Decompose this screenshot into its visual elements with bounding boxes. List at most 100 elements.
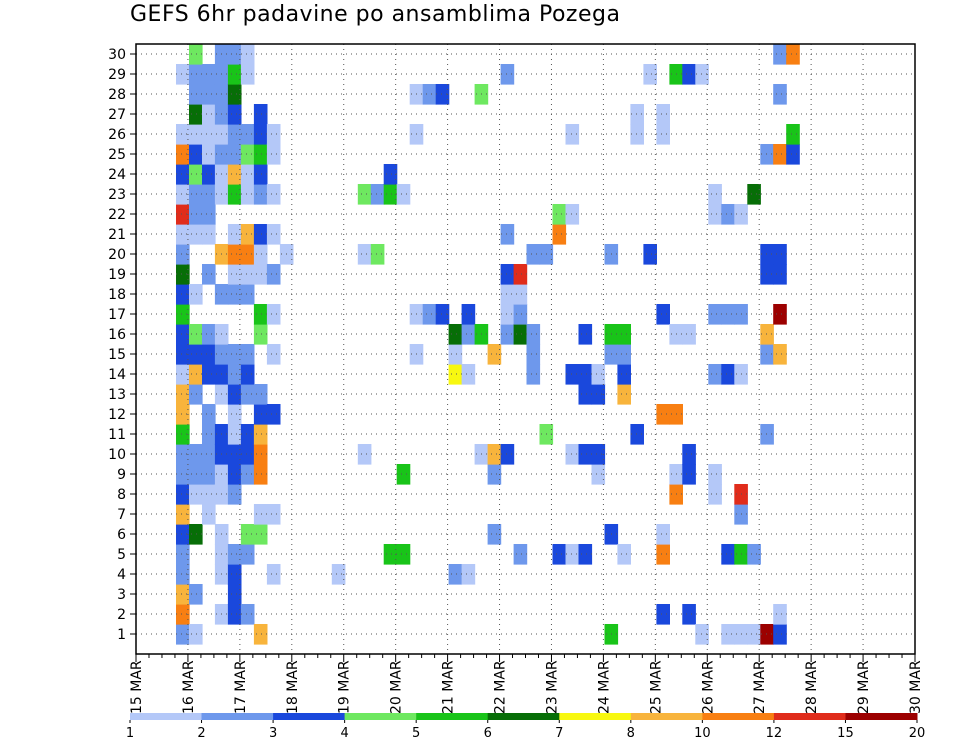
heatmap-cell — [189, 524, 203, 545]
heatmap-cell — [331, 564, 346, 585]
heatmap-cell — [227, 224, 242, 245]
heatmap-cell — [189, 324, 203, 345]
heatmap-cell — [396, 184, 411, 205]
y-tick-label: 30 — [108, 47, 126, 63]
heatmap-cell — [786, 124, 800, 145]
heatmap-cell — [500, 304, 515, 325]
heatmap-cell — [721, 204, 735, 225]
heatmap-cell — [708, 304, 722, 325]
heatmap-cell — [253, 264, 268, 285]
y-tick-label: 17 — [108, 307, 126, 323]
heatmap-cell — [500, 264, 515, 285]
heatmap-cell — [202, 464, 216, 485]
y-tick-label: 11 — [108, 427, 126, 443]
heatmap-cell — [435, 304, 450, 325]
heatmap-cell — [189, 284, 203, 305]
y-tick-label: 14 — [108, 367, 126, 383]
heatmap-cell — [227, 104, 242, 125]
heatmap-cell — [240, 604, 255, 625]
heatmap-cell — [656, 404, 670, 425]
heatmap-cell — [202, 224, 216, 245]
heatmap-cell — [552, 544, 567, 565]
heatmap-cell — [266, 124, 281, 145]
heatmap-cell — [708, 364, 722, 385]
heatmap-cell — [656, 544, 670, 565]
heatmap-cell — [240, 124, 255, 145]
heatmap-cell — [202, 344, 216, 365]
heatmap-cell — [227, 64, 242, 85]
colorbar-label: 12 — [766, 726, 783, 741]
heatmap-cell — [176, 384, 190, 405]
heatmap-cell — [189, 124, 203, 145]
heatmap-cell — [591, 364, 606, 385]
heatmap-cell — [253, 424, 268, 445]
heatmap-cell — [202, 484, 216, 505]
y-tick-label: 3 — [117, 587, 126, 603]
heatmap-cell — [357, 244, 372, 265]
heatmap-cell — [176, 524, 190, 545]
heatmap-cell — [189, 104, 203, 125]
heatmap-cell — [176, 404, 190, 425]
heatmap-cell — [240, 524, 255, 545]
heatmap-cell — [682, 324, 696, 345]
colorbar-label: 2 — [197, 726, 205, 741]
x-tick-label: 29 MAR — [856, 660, 872, 714]
heatmap-cell — [721, 544, 735, 565]
heatmap-cell — [721, 364, 735, 385]
heatmap-cell — [176, 244, 190, 265]
chart-title: GEFS 6hr padavine po ansamblima Pozega — [130, 2, 621, 27]
heatmap-cell — [176, 124, 190, 145]
heatmap-cell — [656, 124, 670, 145]
y-tick-label: 26 — [108, 127, 126, 143]
heatmap-cell — [578, 364, 593, 385]
heatmap-cell — [773, 44, 787, 65]
heatmap-cell — [227, 564, 242, 585]
heatmap-cell — [227, 264, 242, 285]
heatmap-cell — [747, 544, 761, 565]
heatmap-cell — [202, 424, 216, 445]
y-tick-label: 21 — [108, 227, 126, 243]
colorbar-segment — [702, 713, 775, 720]
heatmap-cell — [760, 244, 774, 265]
heatmap-cell — [773, 244, 787, 265]
heatmap-cell — [526, 244, 541, 265]
heatmap-cell — [176, 144, 190, 165]
heatmap-cell — [176, 304, 190, 325]
heatmap-cell — [721, 304, 735, 325]
x-tick-label: 19 MAR — [337, 660, 353, 714]
heatmap-cell — [202, 84, 216, 105]
heatmap-cell — [396, 544, 411, 565]
y-tick-label: 1 — [117, 627, 126, 643]
heatmap-cell — [513, 264, 528, 285]
heatmap-cell — [721, 624, 735, 645]
x-tick-label: 18 MAR — [285, 660, 301, 714]
heatmap-cell — [448, 344, 463, 365]
heatmap-cell — [708, 484, 722, 505]
heatmap-cell — [682, 444, 696, 465]
heatmap-cell — [202, 264, 216, 285]
heatmap-cell — [617, 364, 631, 385]
heatmap-cell — [176, 484, 190, 505]
heatmap-cell — [189, 204, 203, 225]
y-tick-label: 15 — [108, 347, 126, 363]
colorbar-label: 4 — [340, 726, 348, 741]
heatmap-cell — [253, 164, 268, 185]
heatmap-cell — [760, 424, 774, 445]
heatmap-cell — [189, 164, 203, 185]
heatmap-cell — [227, 84, 242, 105]
heatmap-cell — [227, 544, 242, 565]
heatmap-cell — [760, 624, 774, 645]
y-tick-label: 25 — [108, 147, 126, 163]
x-tick-label: 30 MAR — [908, 660, 924, 714]
heatmap-cell — [266, 564, 281, 585]
heatmap-cell — [227, 464, 242, 485]
heatmap-cell — [227, 444, 242, 465]
heatmap-cell — [591, 384, 606, 405]
heatmap-cell — [448, 564, 463, 585]
heatmap-cell — [552, 224, 567, 245]
heatmap-cell — [176, 364, 190, 385]
heatmap-cell — [266, 304, 281, 325]
heatmap-cell — [383, 184, 398, 205]
heatmap-cell — [773, 604, 787, 625]
heatmap-cell — [227, 584, 242, 605]
